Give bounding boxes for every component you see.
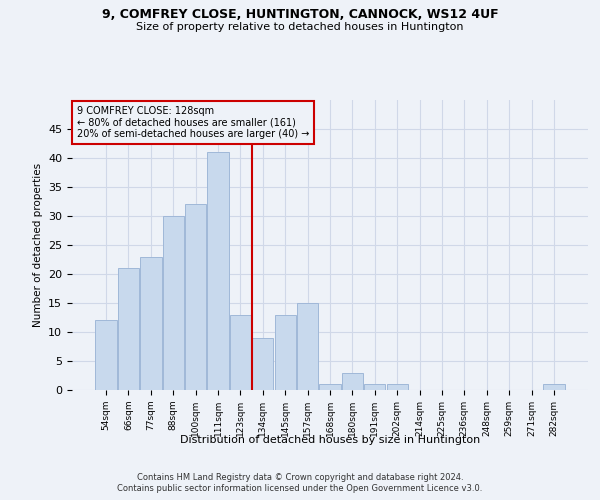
Text: Contains public sector information licensed under the Open Government Licence v3: Contains public sector information licen…: [118, 484, 482, 493]
Bar: [163, 216, 184, 390]
Bar: [95, 320, 117, 390]
Bar: [118, 268, 139, 390]
Text: Size of property relative to detached houses in Huntington: Size of property relative to detached ho…: [136, 22, 464, 32]
Bar: [208, 152, 229, 390]
Bar: [319, 384, 341, 390]
Text: 9, COMFREY CLOSE, HUNTINGTON, CANNOCK, WS12 4UF: 9, COMFREY CLOSE, HUNTINGTON, CANNOCK, W…: [101, 8, 499, 20]
Y-axis label: Number of detached properties: Number of detached properties: [32, 163, 43, 327]
Bar: [342, 372, 363, 390]
Bar: [364, 384, 385, 390]
Bar: [140, 256, 161, 390]
Bar: [543, 384, 565, 390]
Text: Distribution of detached houses by size in Huntington: Distribution of detached houses by size …: [180, 435, 480, 445]
Bar: [297, 303, 318, 390]
Bar: [185, 204, 206, 390]
Bar: [230, 314, 251, 390]
Bar: [252, 338, 274, 390]
Text: Contains HM Land Registry data © Crown copyright and database right 2024.: Contains HM Land Registry data © Crown c…: [137, 472, 463, 482]
Text: 9 COMFREY CLOSE: 128sqm
← 80% of detached houses are smaller (161)
20% of semi-d: 9 COMFREY CLOSE: 128sqm ← 80% of detache…: [77, 106, 310, 139]
Bar: [386, 384, 408, 390]
Bar: [275, 314, 296, 390]
